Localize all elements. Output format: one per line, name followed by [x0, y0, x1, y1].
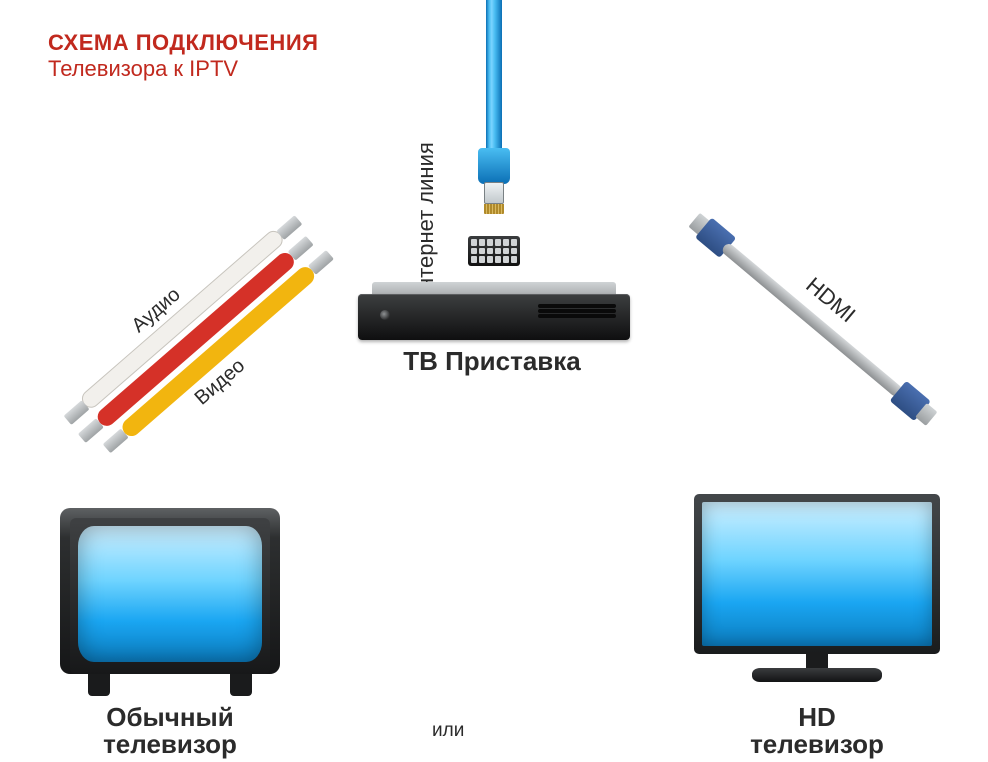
rca-plug-icon: [78, 418, 104, 443]
crt-tv: [60, 508, 280, 696]
title-line-1: СХЕМА ПОДКЛЮЧЕНИЯ: [48, 30, 318, 56]
crt-screen: [78, 526, 262, 662]
rca-red-cable: [94, 249, 298, 429]
hdtv-label-line-2: телевизор: [750, 729, 884, 759]
hdtv-screen: [702, 502, 932, 646]
crt-tv-label: Обычный телевизор: [48, 704, 292, 759]
rca-plug-icon: [64, 400, 90, 425]
ethernet-wire: [486, 0, 502, 150]
ethernet-boot: [478, 148, 510, 184]
hd-tv: [694, 494, 940, 686]
set-top-box: [358, 282, 630, 340]
crt-label-line-1: Обычный: [106, 702, 233, 732]
or-label: или: [432, 720, 464, 742]
stb-label: ТВ Приставка: [392, 346, 592, 377]
rca-plug-icon: [276, 215, 302, 240]
ethernet-pins: [484, 204, 504, 214]
rca-plug-icon: [288, 236, 314, 261]
hd-tv-label: HD телевизор: [662, 704, 972, 759]
stb-vent-slots: [538, 304, 616, 308]
stb-body: [358, 294, 630, 340]
hdtv-label-line-1: HD: [798, 702, 836, 732]
crt-feet: [88, 674, 252, 696]
stb-ir-eye: [380, 310, 390, 320]
hdtv-stand-base: [752, 668, 882, 682]
ethernet-cable: [464, 0, 524, 220]
rca-plug-icon: [308, 250, 334, 275]
hdtv-frame: [694, 494, 940, 654]
diagram-title: СХЕМА ПОДКЛЮЧЕНИЯ Телевизора к IPTV: [48, 30, 318, 83]
crt-label-line-2: телевизор: [103, 729, 237, 759]
rca-cables: Аудио Видео: [78, 227, 405, 549]
ethernet-plug: [484, 182, 504, 204]
title-line-2: Телевизора к IPTV: [48, 56, 318, 82]
remote-control: [468, 236, 520, 266]
rca-plug-icon: [103, 428, 129, 453]
hdmi-wire: [720, 242, 904, 399]
